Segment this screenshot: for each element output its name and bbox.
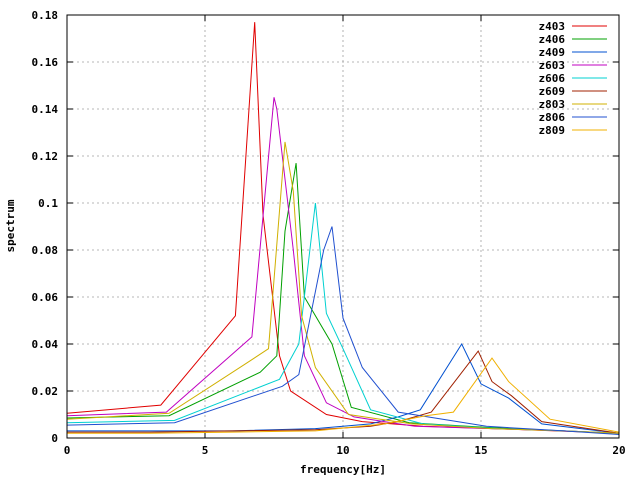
legend-label-z406: z406 [539, 33, 566, 46]
y-tick-label: 0.16 [32, 56, 59, 69]
x-tick-label: 10 [336, 444, 349, 457]
series-lines [66, 22, 620, 435]
legend-label-z809: z809 [539, 124, 566, 137]
y-tick-label: 0.06 [32, 291, 59, 304]
series-line-z806 [66, 226, 620, 435]
legend-label-z606: z606 [539, 72, 566, 85]
y-tick-label: 0 [51, 432, 58, 445]
tick-labels: 0 5 10 15 20 0 0.02 0.04 0.06 0.08 0.1 0.12 0.14 0.16… [32, 9, 626, 457]
grid-lines [67, 15, 619, 438]
y-tick-label: 0.08 [32, 244, 59, 257]
series-line-z609 [67, 350, 620, 434]
legend-label-z803: z803 [539, 98, 566, 111]
legend-label-z609: z609 [539, 85, 566, 98]
x-tick-label: 20 [612, 444, 625, 457]
series-line-z809 [67, 357, 620, 434]
series-line-z406 [66, 163, 620, 434]
x-tick-label: 5 [202, 444, 209, 457]
legend-label-z806: z806 [539, 111, 566, 124]
x-axis-label: frequency[Hz] [300, 463, 386, 476]
plot-frame [66, 14, 620, 439]
y-tick-label: 0.02 [32, 385, 59, 398]
y-tick-label: 0.12 [32, 150, 59, 163]
y-tick-label: 0.1 [38, 197, 58, 210]
x-tick-label: 0 [64, 444, 71, 457]
x-tick-label: 15 [474, 444, 487, 457]
y-tick-label: 0.18 [32, 9, 59, 22]
legend-label-z409: z409 [539, 46, 566, 59]
series-line-z803 [66, 141, 620, 434]
y-tick-label: 0.14 [32, 103, 59, 116]
legend-label-z603: z603 [539, 59, 566, 72]
legend-label-z403: z403 [539, 20, 566, 33]
y-tick-label: 0.04 [32, 338, 59, 351]
series-line-z409 [67, 342, 620, 434]
y-axis-label: spectrum [4, 199, 17, 252]
